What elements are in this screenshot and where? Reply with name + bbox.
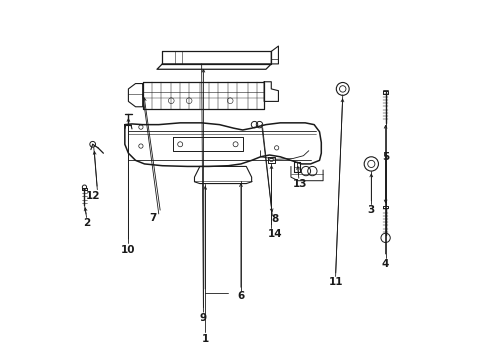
Text: 4: 4 bbox=[381, 259, 388, 269]
Text: 5: 5 bbox=[381, 152, 388, 162]
Text: 3: 3 bbox=[367, 205, 374, 215]
Text: 6: 6 bbox=[237, 291, 244, 301]
Text: 12: 12 bbox=[85, 191, 100, 201]
Text: 13: 13 bbox=[292, 179, 306, 189]
Text: 11: 11 bbox=[327, 277, 342, 287]
Text: 10: 10 bbox=[121, 245, 135, 255]
Text: 14: 14 bbox=[267, 229, 282, 239]
Text: 2: 2 bbox=[83, 218, 90, 228]
Text: 9: 9 bbox=[200, 312, 206, 323]
Text: 7: 7 bbox=[149, 212, 157, 222]
Text: 1: 1 bbox=[201, 334, 208, 344]
Text: 8: 8 bbox=[271, 214, 278, 224]
